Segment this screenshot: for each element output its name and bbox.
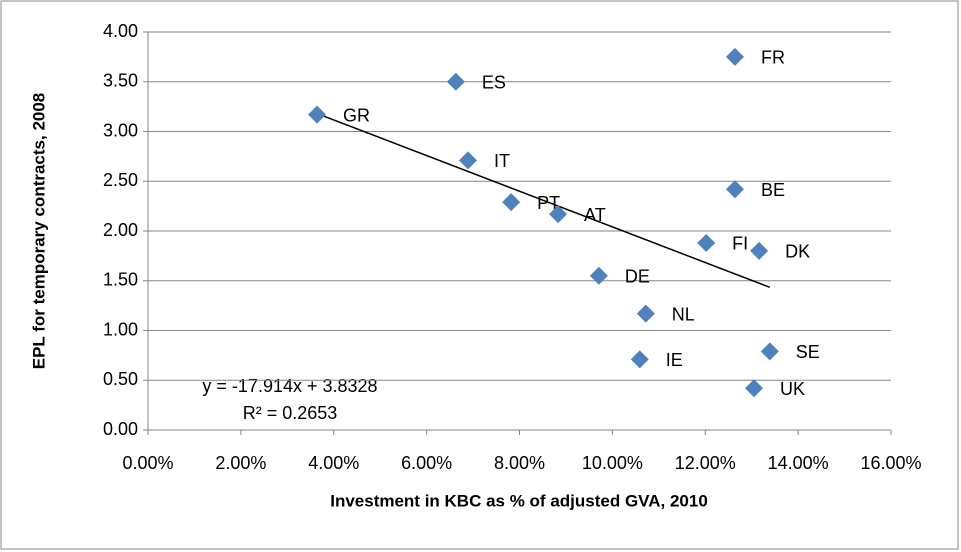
x-tick-label: 12.00% [675, 453, 736, 473]
point [725, 180, 744, 199]
point-label: DK [785, 242, 810, 262]
point-label: UK [780, 379, 805, 399]
point-label: PT [537, 193, 560, 213]
trendline [316, 112, 771, 289]
point [458, 151, 477, 170]
y-tick-label: 3.50 [103, 71, 138, 91]
point [750, 241, 769, 260]
point-label: FI [732, 234, 748, 254]
x-tick-label: 6.00% [401, 453, 452, 473]
point-label: AT [584, 205, 606, 225]
trend-equation: y = -17.914x + 3.8328 [202, 376, 377, 396]
x-tick-label: 16.00% [860, 453, 921, 473]
point [725, 47, 744, 66]
y-tick-label: 0.50 [103, 369, 138, 389]
point [760, 342, 779, 361]
point [589, 266, 608, 285]
point-label: DE [625, 267, 650, 287]
y-tick-label: 3.00 [103, 120, 138, 140]
x-axis-title: Investment in KBC as % of adjusted GVA, … [330, 491, 708, 510]
point-label: BE [761, 180, 785, 200]
point-label: FR [761, 48, 785, 68]
point-label: NL [672, 304, 695, 324]
point-label: IT [494, 151, 510, 171]
y-tick-label: 1.50 [103, 270, 138, 290]
point [636, 304, 655, 323]
point [446, 72, 465, 91]
x-tick-label: 10.00% [582, 453, 643, 473]
x-tick-label: 8.00% [494, 453, 545, 473]
point [308, 105, 327, 124]
y-tick-label: 2.50 [103, 170, 138, 190]
point [745, 379, 764, 398]
y-tick-label: 4.00 [103, 21, 138, 41]
point-label: IE [666, 350, 683, 370]
point-label: ES [482, 73, 506, 93]
point [549, 205, 568, 224]
point-label: SE [796, 342, 820, 362]
y-tick-label: 0.00 [103, 419, 138, 439]
y-tick-label: 2.00 [103, 220, 138, 240]
x-tick-label: 4.00% [308, 453, 359, 473]
point [630, 350, 649, 369]
y-tick-label: 1.00 [103, 319, 138, 339]
x-tick-label: 0.00% [122, 453, 173, 473]
point [697, 233, 716, 252]
trend-r2: R² = 0.2653 [243, 403, 338, 423]
point [502, 193, 521, 212]
x-tick-label: 14.00% [768, 453, 829, 473]
y-axis-title: EPL for temporary contracts, 2008 [29, 93, 48, 370]
point-label: GR [343, 105, 370, 125]
x-tick-label: 2.00% [215, 453, 266, 473]
